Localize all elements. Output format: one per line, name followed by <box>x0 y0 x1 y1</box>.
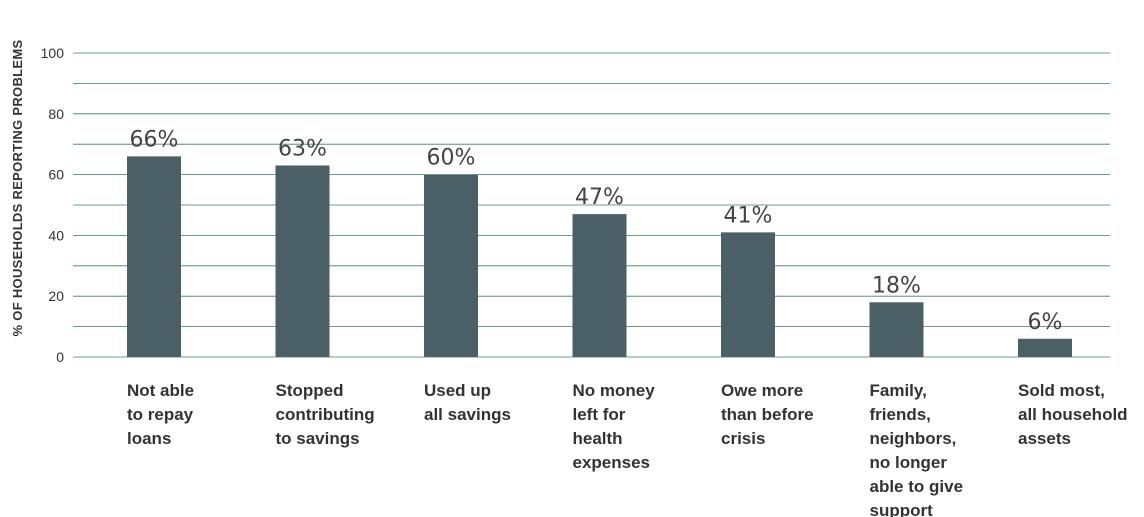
x-tick-label-line: health <box>573 429 623 448</box>
x-tick-label-line: Not able <box>127 381 194 400</box>
x-tick-label-line: able to give <box>870 477 964 496</box>
y-tick-label: 80 <box>48 106 64 122</box>
data-label: 63% <box>278 136 327 161</box>
y-axis-ticks: 0 20 40 60 80 100 <box>41 45 65 365</box>
x-tick-label-line: to savings <box>276 429 360 448</box>
bar <box>869 302 924 357</box>
bar <box>127 156 181 357</box>
x-tick-label: Sold most, all household assets <box>1018 381 1128 448</box>
x-tick-label: Owe more than before crisis <box>721 381 814 448</box>
data-labels: 66% 63% 60% 47% 41% 18% 6% <box>130 127 1063 334</box>
y-axis-label: % OF HOUSEHOLDS REPORTING PROBLEMS <box>10 40 25 337</box>
data-label: 41% <box>724 203 773 228</box>
x-axis-labels: Not able to repay loans Stopped contributing… <box>127 381 1128 517</box>
x-tick-label-line: expenses <box>573 453 651 472</box>
x-tick-label-line: assets <box>1018 429 1071 448</box>
x-tick-label-line: Owe more <box>721 381 803 400</box>
y-tick-label: 40 <box>48 227 64 243</box>
x-tick-label: Used up all savings <box>424 381 511 424</box>
bar <box>424 174 478 357</box>
x-tick-label-line: left for <box>573 405 626 424</box>
y-tick-label: 100 <box>41 45 65 61</box>
y-tick-label: 20 <box>48 288 64 304</box>
bar <box>721 232 775 357</box>
bar <box>1018 338 1072 357</box>
y-tick-label: 60 <box>48 167 64 183</box>
x-tick-label-line: all household <box>1018 405 1128 424</box>
x-tick-label-line: contributing <box>276 405 375 424</box>
x-tick-label-line: crisis <box>721 429 765 448</box>
data-label: 18% <box>872 273 921 298</box>
x-tick-label-line: neighbors, <box>870 429 957 448</box>
bar <box>275 165 330 357</box>
data-label: 47% <box>575 185 624 210</box>
x-tick-label: No money left for health expenses <box>573 381 656 472</box>
bar <box>572 214 627 357</box>
x-tick-label-line: Family, <box>870 381 927 400</box>
y-tick-label: 0 <box>56 349 64 365</box>
bars <box>127 156 1072 357</box>
x-tick-label-line: to repay <box>127 405 194 424</box>
x-tick-label-line: Stopped <box>276 381 344 400</box>
data-label: 6% <box>1028 310 1063 335</box>
x-tick-label-line: all savings <box>424 405 511 424</box>
x-tick-label-line: No money <box>573 381 656 400</box>
data-label: 66% <box>130 127 179 152</box>
x-tick-label-line: Used up <box>424 381 491 400</box>
data-label: 60% <box>427 146 476 171</box>
x-tick-label: Stopped contributing to savings <box>276 381 375 448</box>
x-tick-label-line: support <box>870 501 934 517</box>
x-tick-label-line: Sold most, <box>1018 381 1105 400</box>
x-tick-label-line: friends, <box>870 405 931 424</box>
x-tick-label-line: loans <box>127 429 171 448</box>
x-tick-label-line: no longer <box>870 453 948 472</box>
x-tick-label: Family, friends, neighbors, no longer able t… <box>870 381 964 517</box>
x-tick-label-line: than before <box>721 405 814 424</box>
x-tick-label: Not able to repay loans <box>127 381 194 448</box>
